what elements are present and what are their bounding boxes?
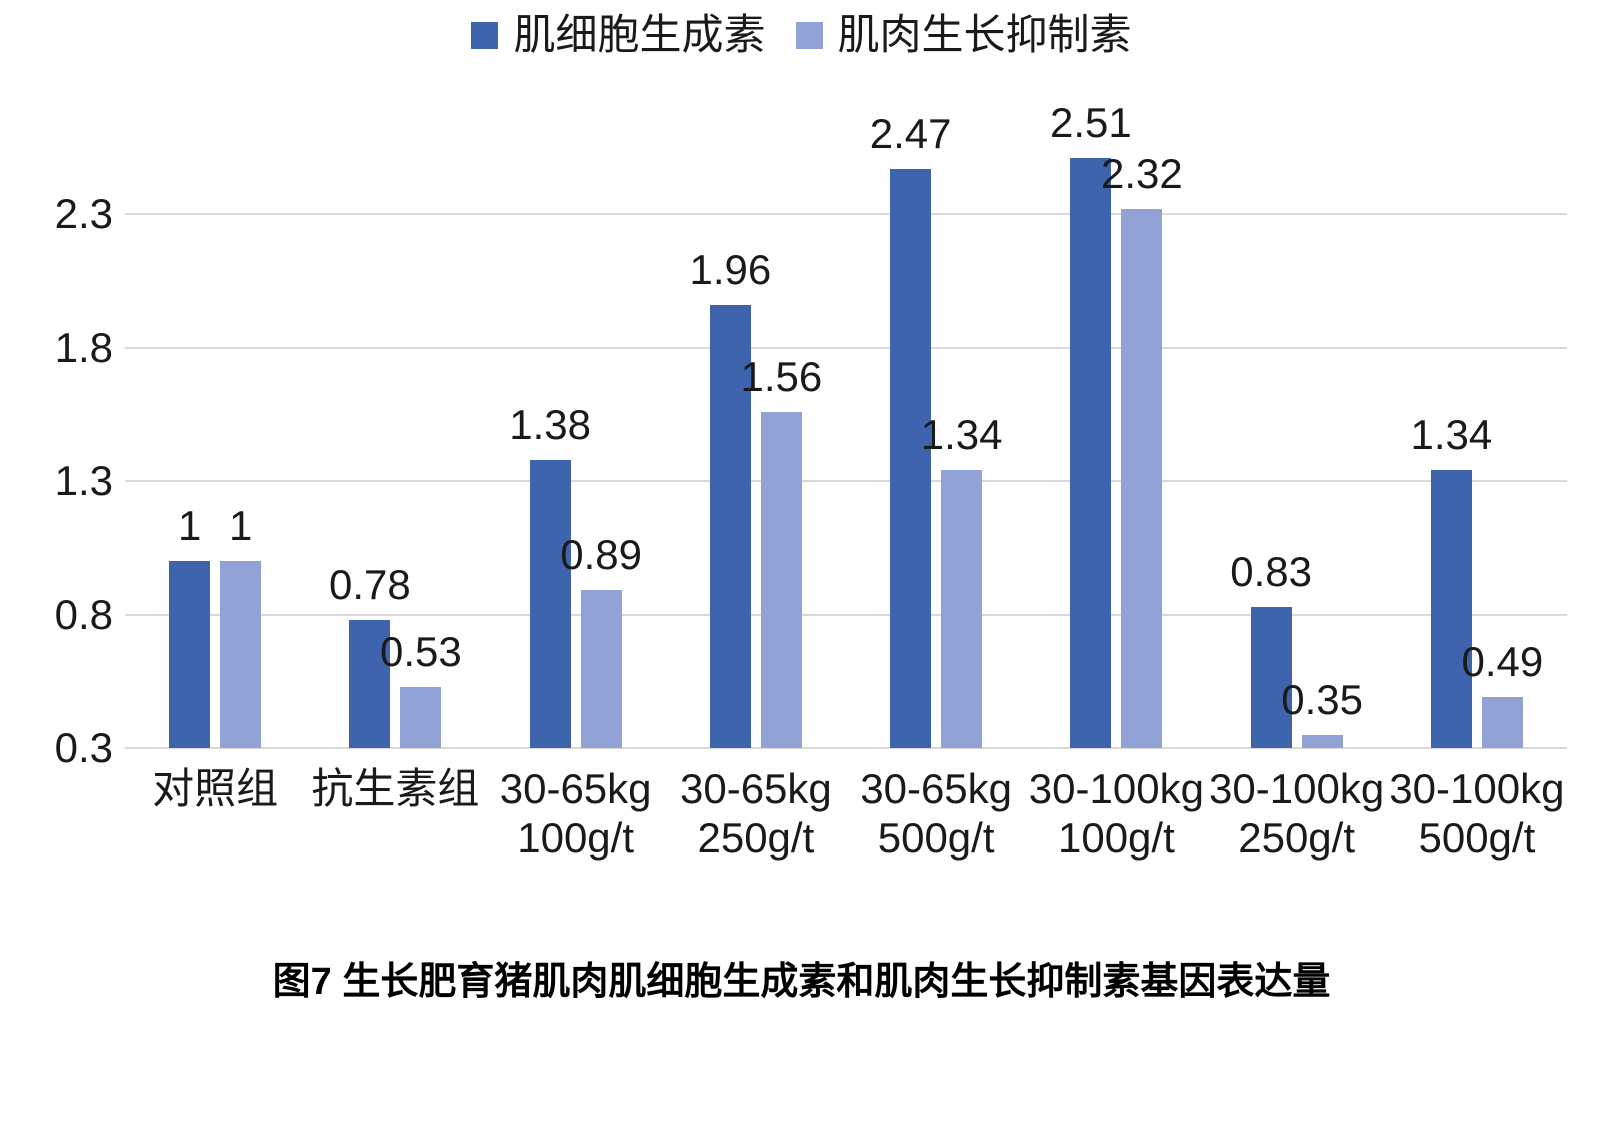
x-axis: 对照组 抗生素组 30-65kg 100g/t 30-65kg 250g/t 30-65… — [125, 765, 1567, 862]
x-axis-category-label: 30-65kg 500g/t — [860, 765, 1013, 861]
bar-value-label: 0.83 — [1230, 547, 1312, 595]
bar-value-label: 0.78 — [329, 560, 411, 608]
x-axis-category-label: 30-65kg 250g/t — [679, 765, 832, 861]
y-axis-tick-label: 2.3 — [54, 190, 113, 237]
bar-value-label: 1.56 — [740, 352, 823, 400]
bar-myostatin: 2.32 — [1101, 152, 1183, 748]
bar-myostatin: 0.53 — [380, 630, 462, 748]
x-axis-category-label: 抗生素组 — [311, 765, 480, 812]
x-axis-category-label: 对照组 — [152, 765, 279, 812]
bar-myogenin: 1.96 — [690, 248, 771, 748]
bar-group: 1.34 0.49 — [1411, 414, 1543, 748]
bar-myostatin: 1.56 — [741, 355, 822, 748]
legend-swatch-myostatin — [795, 21, 823, 49]
y-axis: 0.3 0.8 1.3 1.8 2.3 — [0, 128, 113, 771]
x-axis-category-label: 30-65kg 100g/t — [499, 765, 652, 861]
bar-myogenin: 2.47 — [870, 112, 952, 748]
bar-myostatin: 1.34 — [921, 414, 1003, 748]
gridline — [125, 346, 1567, 349]
chart-caption: 图7 生长肥育猪肌肉肌细胞生成素和肌肉生长抑制素基因表达量 — [272, 961, 1331, 1003]
gridline — [125, 747, 1567, 749]
bar-group: 2.47 1.34 — [870, 112, 1003, 748]
bar-group: 1.96 1.56 — [690, 248, 822, 748]
legend-item-myogenin: 肌细胞生成素 — [471, 11, 766, 58]
bar-value-label: 1 — [177, 502, 202, 550]
bar-value-label: 0.35 — [1281, 675, 1363, 723]
gridline — [125, 213, 1567, 215]
bar-value-label: 2.47 — [869, 109, 952, 157]
bar-group: 1.38 0.89 — [509, 403, 642, 748]
bar-value-label: 1 — [228, 502, 253, 550]
legend-label-myostatin: 肌肉生长抑制素 — [837, 11, 1132, 58]
bar-value-label: 1.38 — [509, 400, 591, 448]
bar-value-label: 2.32 — [1101, 149, 1183, 197]
bar-value-label: 0.89 — [560, 531, 642, 579]
bar-value-label: 0.53 — [380, 627, 462, 675]
plot-area: 1 1 0.78 0.53 1.38 0.89 1.96 1.56 2.47 1.34 2.51 2.… — [125, 101, 1567, 749]
bar-myostatin: 0.49 — [1462, 641, 1543, 748]
bar-group: 2.51 2.32 — [1050, 101, 1183, 748]
y-axis-tick-label: 1.8 — [54, 323, 113, 371]
bar-value-label: 2.51 — [1050, 98, 1132, 146]
bar-myogenin: 1.34 — [1411, 414, 1492, 748]
bar-myogenin: 0.78 — [329, 563, 411, 748]
bar-value-label: 1.34 — [1410, 411, 1493, 459]
x-axis-category-label: 30-100kg 100g/t — [1028, 765, 1204, 861]
legend-swatch-myogenin — [471, 21, 499, 49]
bar-myostatin: 0.35 — [1281, 678, 1363, 748]
bar-value-label: 1.34 — [920, 411, 1003, 459]
bar-myogenin: 1 — [169, 505, 211, 748]
bar-group: 0.78 0.53 — [329, 563, 462, 748]
chart-legend: 肌细胞生成素 肌肉生长抑制素 — [0, 11, 1603, 58]
gridline — [125, 613, 1567, 616]
legend-item-myostatin: 肌肉生长抑制素 — [795, 11, 1132, 58]
bar-myogenin: 1.38 — [509, 403, 591, 748]
gridline — [125, 480, 1567, 482]
bar-myostatin: 0.89 — [560, 534, 642, 748]
bar-value-label: 1.96 — [689, 245, 772, 293]
bar-myogenin: 0.83 — [1230, 550, 1312, 748]
x-axis-category-label: 30-100kg 500g/t — [1389, 765, 1565, 861]
y-axis-tick-label: 0.8 — [54, 590, 113, 638]
bar-myostatin: 1 — [220, 505, 262, 748]
bar-myogenin: 2.51 — [1050, 101, 1132, 748]
x-axis-category-label: 30-100kg 250g/t — [1209, 765, 1385, 861]
bar-group: 0.83 0.35 — [1230, 550, 1363, 748]
y-axis-tick-label: 1.3 — [54, 457, 113, 504]
legend-label-myogenin: 肌细胞生成素 — [513, 11, 766, 58]
bar-groups: 1 1 0.78 0.53 1.38 0.89 1.96 1.56 2.47 1.34 2.51 2.… — [125, 101, 1567, 748]
bar-value-label: 0.49 — [1461, 638, 1544, 686]
y-axis-tick-label: 0.3 — [54, 724, 113, 771]
